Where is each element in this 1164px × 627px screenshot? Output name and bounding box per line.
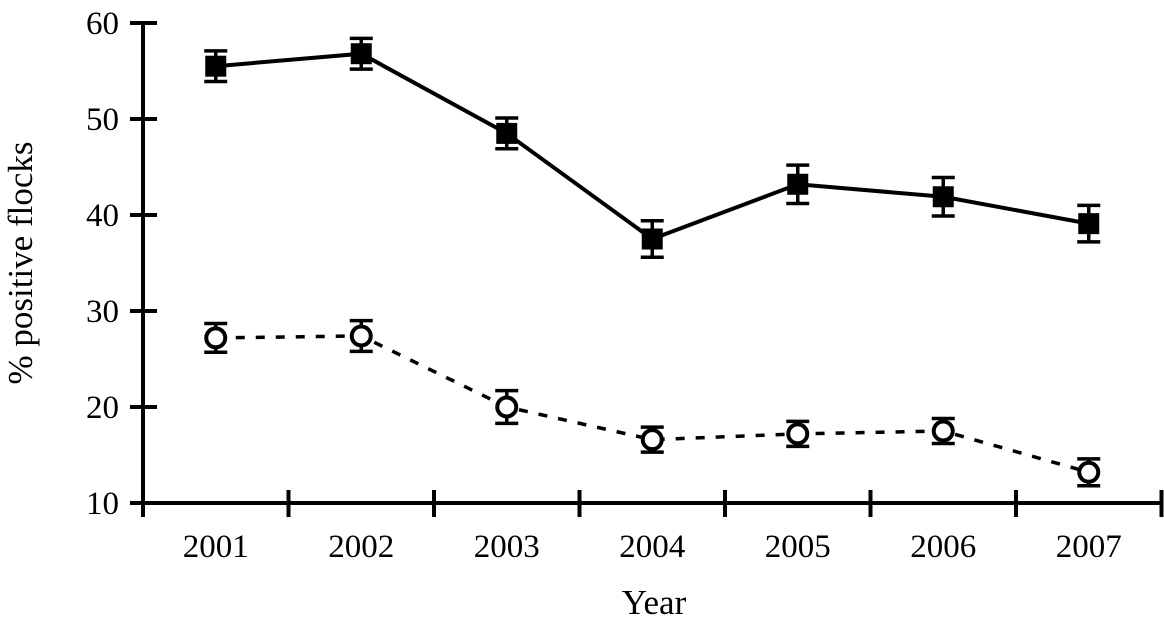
x-tick-label: 2005 bbox=[765, 529, 831, 565]
square-marker bbox=[932, 186, 954, 208]
x-tick-label: 2007 bbox=[1056, 529, 1122, 565]
series-line bbox=[215, 51, 1090, 242]
circle-marker bbox=[1077, 460, 1101, 484]
y-tick-label: 30 bbox=[86, 294, 119, 330]
x-axis-title: Year bbox=[622, 583, 687, 622]
y-tick-label: 20 bbox=[86, 390, 119, 426]
series-circles bbox=[204, 318, 1101, 488]
x-tick-label: 2003 bbox=[474, 529, 540, 565]
x-tick-label: 2004 bbox=[619, 529, 685, 565]
circle-marker bbox=[495, 395, 519, 419]
circle-marker bbox=[204, 326, 228, 350]
y-tick-label: 60 bbox=[86, 6, 119, 42]
square-marker bbox=[205, 55, 227, 77]
plot-area: 10 20 30 40 50 60 2001 2002 2003 2004 2005 2006 2007 bbox=[86, 6, 1164, 565]
y-tick-label: 50 bbox=[86, 102, 119, 138]
circle-marker bbox=[640, 428, 664, 452]
circle-marker bbox=[786, 422, 810, 446]
square-marker bbox=[641, 228, 663, 250]
series-squares bbox=[204, 36, 1101, 259]
y-axis-title: % positive flocks bbox=[1, 141, 40, 384]
markers bbox=[205, 43, 1100, 250]
error-bars bbox=[204, 318, 1101, 488]
x-tick-label: 2006 bbox=[910, 529, 976, 565]
square-marker bbox=[1078, 213, 1100, 235]
error-bars bbox=[204, 36, 1101, 259]
y-tick-label: 40 bbox=[86, 198, 119, 234]
y-tick-label: 10 bbox=[86, 486, 119, 522]
square-marker bbox=[496, 122, 518, 144]
square-marker bbox=[350, 43, 372, 65]
square-marker bbox=[787, 173, 809, 195]
circle-marker bbox=[931, 419, 955, 443]
circle-marker bbox=[349, 324, 373, 348]
x-tick-label: 2001 bbox=[183, 529, 249, 565]
x-tick-label: 2002 bbox=[328, 529, 394, 565]
axes: 10 20 30 40 50 60 2001 2002 2003 2004 2005 2006 2007 bbox=[86, 6, 1164, 565]
markers bbox=[204, 324, 1101, 484]
